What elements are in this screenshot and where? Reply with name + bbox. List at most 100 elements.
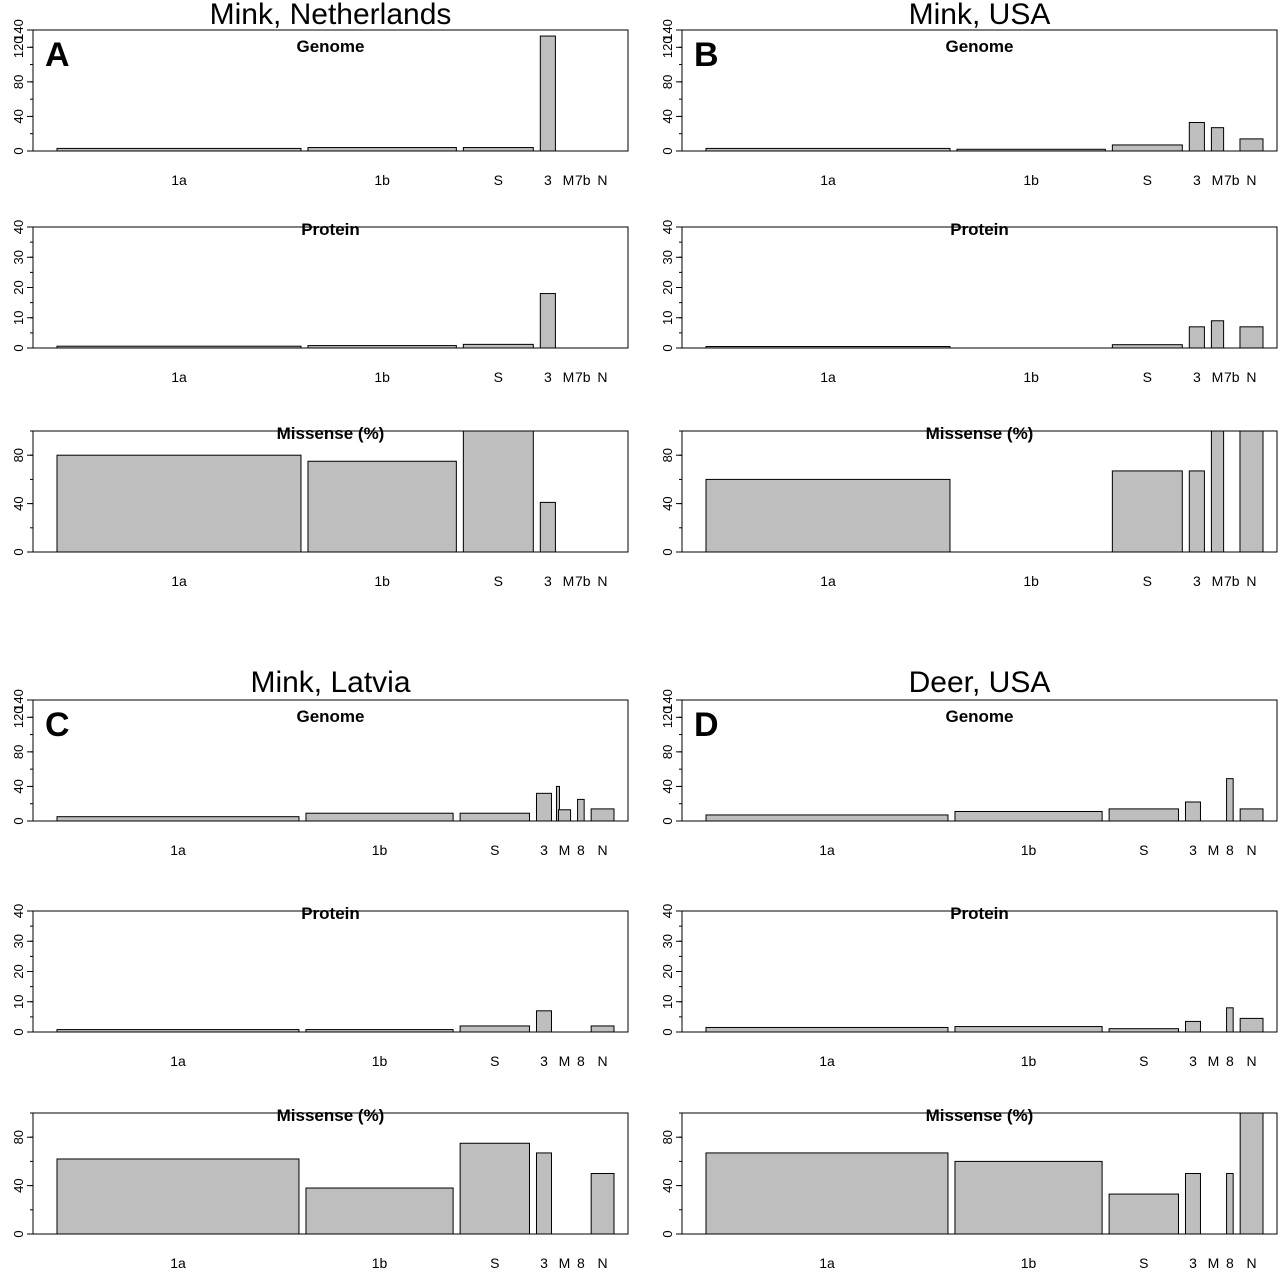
category-label: M bbox=[1208, 842, 1220, 858]
category-label: 1a bbox=[819, 1053, 835, 1069]
y-tick-label: 30 bbox=[660, 934, 675, 948]
bar-1a bbox=[705, 1152, 949, 1235]
category-label: N bbox=[1246, 369, 1256, 385]
y-tick-label: 10 bbox=[660, 995, 675, 1009]
y-tick-label: 0 bbox=[11, 817, 26, 824]
y-tick-label: 0 bbox=[11, 147, 26, 154]
bar-3 bbox=[535, 1010, 552, 1033]
subplot-title: Missense (%) bbox=[277, 1106, 385, 1125]
bar-1a bbox=[705, 147, 951, 152]
subplot-title: Missense (%) bbox=[277, 424, 385, 443]
bar-1a bbox=[56, 816, 300, 822]
category-label: S bbox=[1143, 369, 1152, 385]
bar-3 bbox=[1184, 801, 1201, 822]
category-label: 7b bbox=[1224, 573, 1240, 589]
category-label: 1a bbox=[819, 1255, 835, 1271]
y-tick-label: 40 bbox=[660, 779, 675, 793]
bar-3 bbox=[1188, 326, 1205, 349]
bar-N bbox=[1239, 1112, 1264, 1235]
y-tick-label: 80 bbox=[11, 75, 26, 89]
y-tick-label: 0 bbox=[660, 1028, 675, 1035]
subplot-title: Genome bbox=[945, 37, 1013, 56]
y-tick-label: 10 bbox=[11, 995, 26, 1009]
y-tick-label: 0 bbox=[660, 548, 675, 555]
subplot-title: Genome bbox=[945, 707, 1013, 726]
y-tick-label: 80 bbox=[660, 1130, 675, 1144]
category-label: 1b bbox=[374, 172, 390, 188]
bar-N bbox=[1239, 1017, 1264, 1033]
panel-title: Deer, USA bbox=[909, 666, 1051, 699]
bar-3 bbox=[1188, 470, 1205, 553]
y-tick-label: 140 bbox=[11, 19, 26, 41]
category-label: S bbox=[494, 573, 503, 589]
y-tick-label: 80 bbox=[11, 448, 26, 462]
bar-3 bbox=[1188, 121, 1205, 152]
bar-1b bbox=[305, 1029, 454, 1033]
category-label: 3 bbox=[1193, 172, 1201, 188]
y-tick-label: 0 bbox=[660, 147, 675, 154]
category-label: 7b bbox=[1224, 172, 1240, 188]
y-tick-label: 0 bbox=[660, 817, 675, 824]
bar-N bbox=[590, 1173, 615, 1235]
y-tick-label: 0 bbox=[11, 1028, 26, 1035]
subplot-title: Genome bbox=[296, 37, 364, 56]
panel-title: Mink, USA bbox=[909, 0, 1051, 31]
category-label: N bbox=[597, 573, 607, 589]
subplot-title: Protein bbox=[301, 904, 360, 923]
plot-frame bbox=[681, 226, 1278, 349]
bar-1a bbox=[56, 1029, 300, 1033]
bar-3 bbox=[539, 35, 556, 152]
category-label: S bbox=[490, 842, 499, 858]
y-tick-label: 40 bbox=[11, 496, 26, 510]
y-tick-label: 40 bbox=[660, 220, 675, 234]
y-tick-label: 40 bbox=[11, 109, 26, 123]
category-label: 1b bbox=[374, 369, 390, 385]
y-tick-label: 40 bbox=[11, 220, 26, 234]
category-label: N bbox=[598, 1255, 608, 1271]
category-label: 8 bbox=[577, 842, 585, 858]
y-tick-label: 40 bbox=[660, 109, 675, 123]
bar-S bbox=[459, 1025, 530, 1033]
category-label: 1a bbox=[820, 172, 836, 188]
y-tick-label: 40 bbox=[660, 496, 675, 510]
bar-S bbox=[462, 430, 534, 553]
bar-S bbox=[462, 343, 534, 349]
y-tick-label: 0 bbox=[660, 1230, 675, 1237]
category-label: 1a bbox=[170, 1255, 186, 1271]
category-label: N bbox=[597, 369, 607, 385]
category-label: S bbox=[1143, 573, 1152, 589]
category-label: 1b bbox=[1021, 842, 1037, 858]
bar-1a bbox=[56, 345, 302, 349]
y-tick-label: 10 bbox=[11, 311, 26, 325]
bar-S bbox=[1108, 808, 1179, 822]
category-label: M bbox=[1212, 573, 1224, 589]
category-label: 3 bbox=[1189, 842, 1197, 858]
category-label: N bbox=[598, 842, 608, 858]
y-tick-label: 120 bbox=[660, 706, 675, 728]
bar-1a bbox=[56, 1158, 300, 1235]
category-label: S bbox=[1139, 842, 1148, 858]
bar-1b bbox=[954, 1026, 1103, 1033]
bar-1b bbox=[305, 812, 454, 822]
category-label: M bbox=[563, 369, 575, 385]
category-label: M bbox=[559, 842, 571, 858]
subplot-title: Genome bbox=[296, 707, 364, 726]
bar-3 bbox=[1184, 1173, 1201, 1235]
panel-letter: A bbox=[45, 36, 70, 74]
bar-S bbox=[1108, 1028, 1179, 1033]
bar-3 bbox=[535, 1152, 552, 1235]
y-tick-label: 80 bbox=[660, 75, 675, 89]
bar-N bbox=[590, 808, 615, 822]
category-label: M bbox=[559, 1255, 571, 1271]
category-label: S bbox=[1139, 1255, 1148, 1271]
bar-1b bbox=[307, 460, 457, 553]
plot-frame bbox=[32, 226, 629, 349]
panel-letter: C bbox=[45, 706, 70, 744]
category-label: 1b bbox=[1021, 1255, 1037, 1271]
plot-frame bbox=[681, 430, 1278, 553]
bar-S bbox=[459, 1142, 530, 1235]
bar-M bbox=[1210, 320, 1225, 349]
bar-3 bbox=[535, 792, 552, 822]
category-label: 1b bbox=[372, 1053, 388, 1069]
category-label: M bbox=[563, 573, 575, 589]
